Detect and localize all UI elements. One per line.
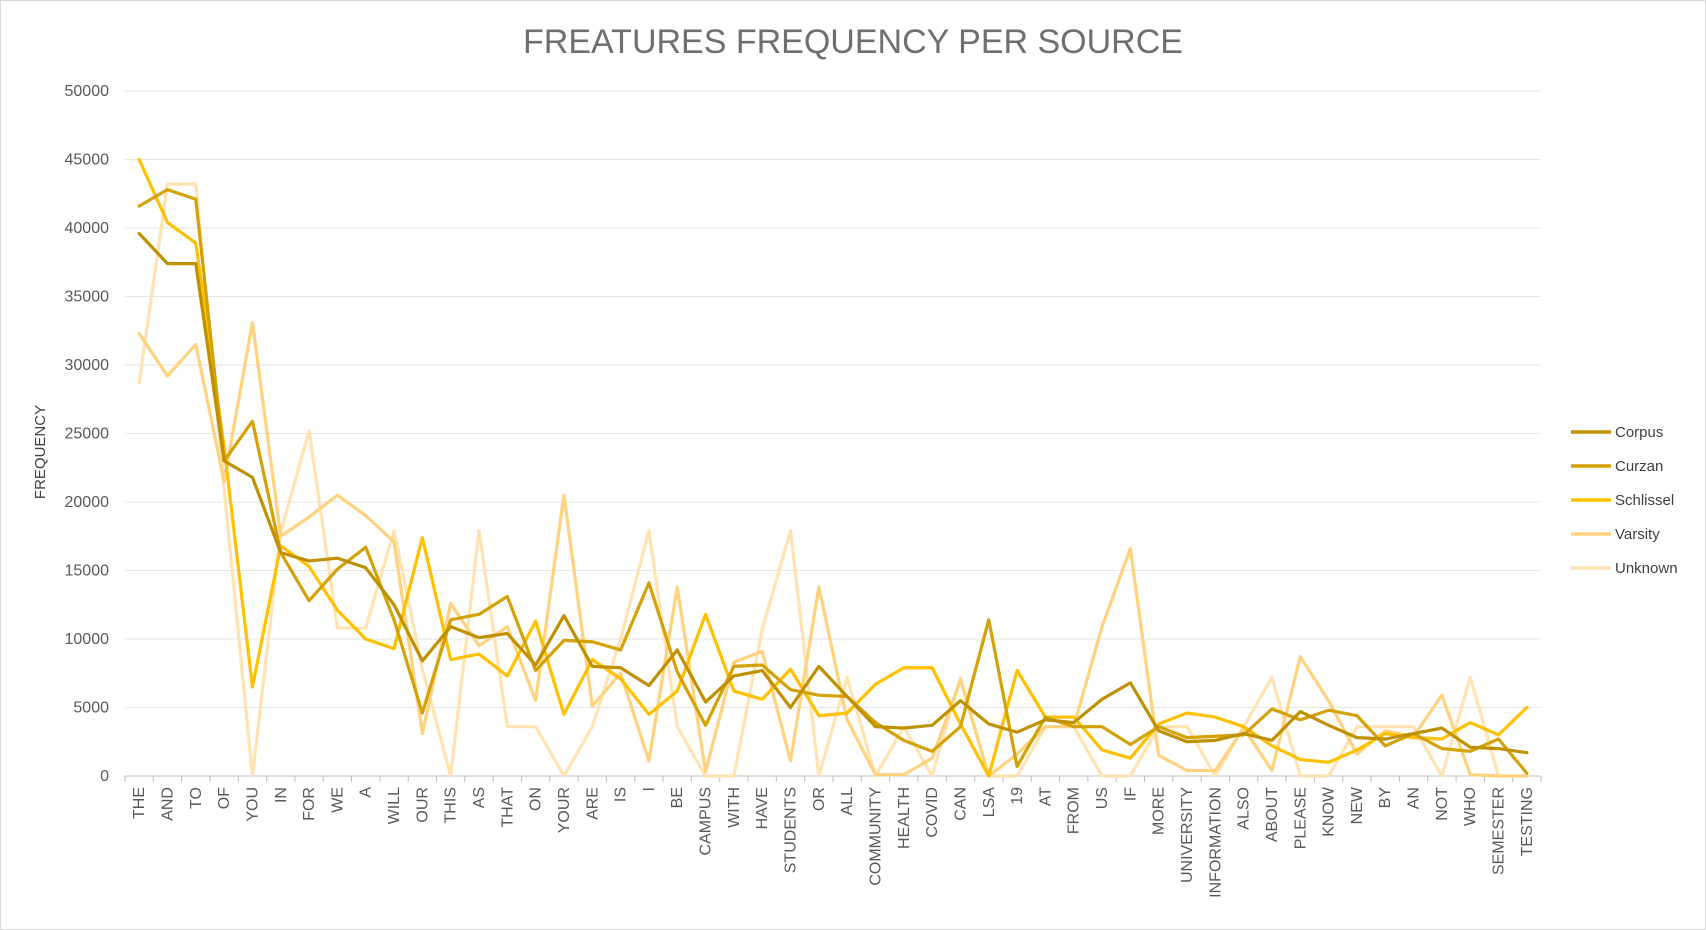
x-tick-label: NEW [1349, 786, 1366, 824]
x-tick-label: TO [188, 787, 205, 809]
x-tick-label: IN [273, 787, 290, 803]
y-tick-label: 25000 [65, 426, 110, 443]
x-tick-label: OF [216, 787, 233, 809]
y-tick-label: 35000 [65, 289, 110, 306]
x-tick-label: ON [528, 787, 545, 811]
x-tick-label: FROM [1066, 787, 1083, 834]
x-tick-label: ARE [584, 787, 601, 820]
x-tick-label: BY [1377, 787, 1394, 809]
x-tick-label: AS [471, 787, 488, 808]
x-tick-label: FOR [301, 787, 318, 821]
x-tick-label: KNOW [1321, 786, 1338, 837]
x-tick-label: STUDENTS [783, 787, 800, 873]
x-tick-label: THE [131, 787, 148, 819]
y-tick-label: 20000 [65, 494, 110, 511]
x-tick-label: CAN [952, 787, 969, 821]
y-tick-label: 0 [100, 768, 109, 785]
x-tick-label: IF [1122, 787, 1139, 801]
y-tick-label: 5000 [73, 700, 109, 717]
x-tick-label: WE [329, 787, 346, 813]
x-tick-label: WILL [386, 787, 403, 824]
legend-label-unknown: Unknown [1615, 560, 1678, 577]
x-tick-label: AT [1037, 787, 1054, 806]
x-tick-label: 19 [1009, 787, 1026, 805]
legend-label-varsity: Varsity [1615, 526, 1660, 543]
x-tick-label: AND [159, 787, 176, 821]
x-tick-label: ALSO [1236, 787, 1253, 830]
x-tick-label: THAT [499, 787, 516, 828]
x-tick-label: IS [613, 787, 630, 802]
y-tick-label: 50000 [65, 83, 110, 100]
legend-label-curzan: Curzan [1615, 458, 1663, 475]
x-tick-label: BE [669, 787, 686, 808]
gridlines [125, 90, 1541, 708]
y-axis-label: FREQUENCY [32, 405, 49, 499]
x-tick-label: AN [1406, 787, 1423, 809]
x-tick-label: LSA [981, 787, 998, 818]
x-tick-label: WHO [1462, 787, 1479, 826]
x-tick-label: SEMESTER [1491, 787, 1508, 875]
y-axis-ticks: 0 5000 10000 15000 20000 25000 30000 35000 40000… [65, 83, 110, 785]
x-tick-label: OUR [414, 787, 431, 823]
series-line-corpus [137, 231, 1529, 755]
x-tick-label: MORE [1151, 787, 1168, 835]
x-tick-label: TESTING [1519, 787, 1536, 856]
series-line-unknown [137, 182, 1529, 778]
series-line-varsity [137, 320, 1529, 778]
x-tick-label: HEALTH [896, 787, 913, 849]
x-tick-label: ABOUT [1264, 787, 1281, 842]
x-tick-label: I [641, 787, 658, 791]
x-tick-label: YOU [244, 787, 261, 822]
x-tick-label: INFORMATION [1207, 787, 1224, 898]
series-line-schlissel [137, 157, 1529, 778]
y-tick-label: 10000 [65, 631, 110, 648]
y-tick-label: 45000 [65, 152, 110, 169]
y-tick-label: 15000 [65, 563, 110, 580]
y-tick-label: 40000 [65, 220, 110, 237]
x-tick-label: THIS [443, 787, 460, 823]
x-tick-label: NOT [1434, 787, 1451, 821]
x-tick-label: A [358, 787, 375, 798]
legend: Corpus Curzan Schlissel Varsity Unknown [1571, 424, 1678, 577]
chart-title: FREATURES FREQUENCY PER SOURCE [523, 23, 1183, 61]
x-tick-label: ALL [839, 787, 856, 816]
y-tick-label: 30000 [65, 357, 110, 374]
x-tick-label: COVID [924, 787, 941, 838]
series-lines [137, 157, 1529, 778]
x-tick-label: UNIVERSITY [1179, 787, 1196, 883]
x-tick-label: OR [811, 787, 828, 811]
x-tick-label: WITH [726, 787, 743, 828]
x-tick-label: COMMUNITY [867, 787, 884, 886]
x-tick-label: PLEASE [1292, 787, 1309, 849]
x-axis-ticks: THE AND TO OF YOU IN FOR WE A WILL OUR THIS AS THAT ON… [131, 786, 1536, 898]
x-tick-label: CAMPUS [698, 787, 715, 855]
x-tick-label: YOUR [556, 787, 573, 833]
x-tick-label: HAVE [754, 787, 771, 829]
legend-label-schlissel: Schlissel [1615, 492, 1674, 509]
legend-label-corpus: Corpus [1615, 424, 1663, 441]
x-tick-label: US [1094, 787, 1111, 809]
